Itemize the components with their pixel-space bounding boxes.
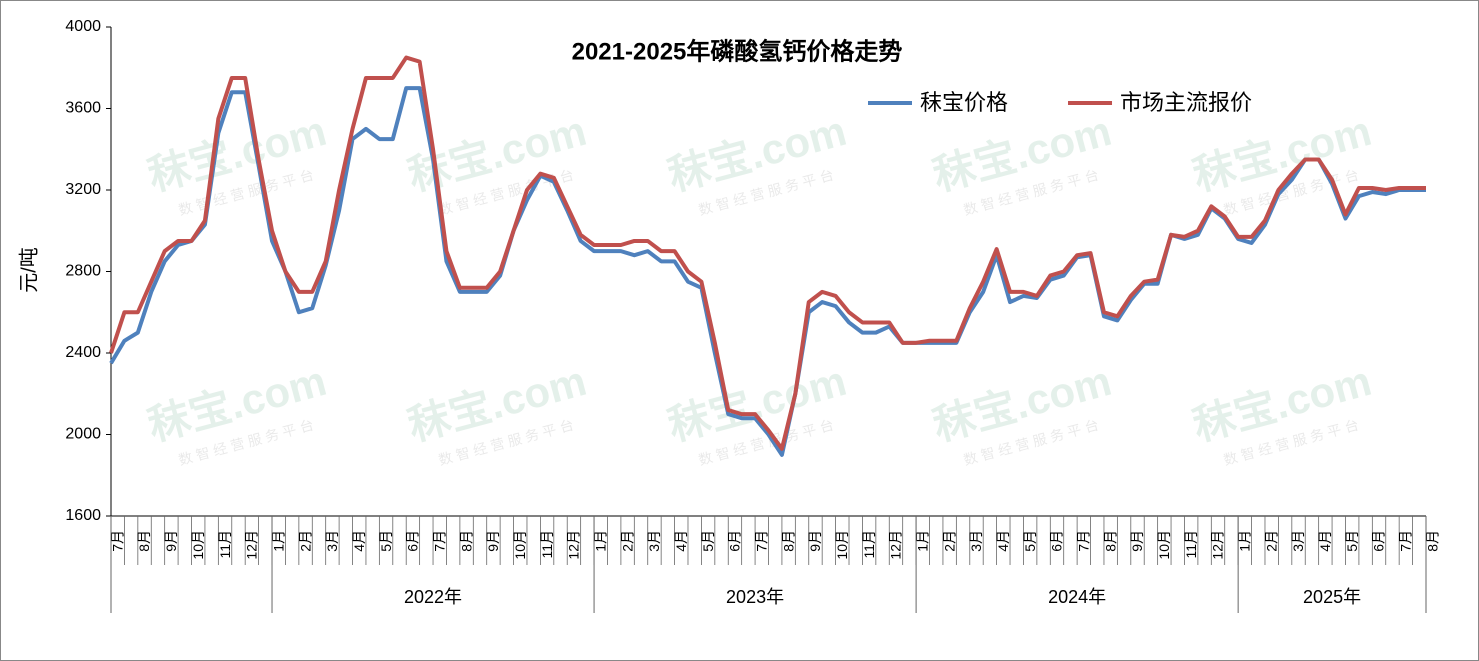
y-tick-label: 2400 <box>65 344 101 361</box>
x-tick-label: 3月 <box>646 530 662 552</box>
x-tick-label: 6月 <box>405 530 421 552</box>
x-tick-label: 2月 <box>619 530 635 552</box>
x-tick-label: 10月 <box>190 530 206 560</box>
x-tick-label: 8月 <box>1102 530 1118 552</box>
x-tick-label: 7月 <box>109 530 125 552</box>
x-tick-label: 2月 <box>941 530 957 552</box>
y-tick-label: 3200 <box>65 181 101 198</box>
year-label: 2024年 <box>1048 587 1106 607</box>
y-tick-label: 4000 <box>65 18 101 35</box>
x-tick-label: 1月 <box>270 530 286 552</box>
x-tick-label: 6月 <box>727 530 743 552</box>
y-tick-label: 2000 <box>65 426 101 443</box>
x-tick-label: 4月 <box>351 530 367 552</box>
x-tick-label: 5月 <box>378 530 394 552</box>
x-tick-label: 9月 <box>485 530 501 552</box>
x-tick-label: 11月 <box>539 530 555 559</box>
x-tick-label: 5月 <box>1022 530 1038 552</box>
x-tick-label: 12月 <box>1210 530 1226 560</box>
x-tick-label: 11月 <box>1183 530 1199 559</box>
x-tick-label: 12月 <box>888 530 904 560</box>
x-tick-label: 5月 <box>700 530 716 552</box>
x-tick-label: 8月 <box>136 530 152 552</box>
x-tick-label: 3月 <box>968 530 984 552</box>
x-tick-label: 10月 <box>834 530 850 560</box>
x-tick-label: 1月 <box>915 530 931 552</box>
x-tick-label: 1月 <box>592 530 608 552</box>
year-label: 2023年 <box>726 587 784 607</box>
x-tick-label: 3月 <box>324 530 340 552</box>
x-tick-label: 4月 <box>1317 530 1333 552</box>
x-tick-label: 8月 <box>458 530 474 552</box>
x-tick-label: 3月 <box>1290 530 1306 552</box>
x-tick-label: 8月 <box>1424 530 1440 552</box>
x-tick-label: 6月 <box>1049 530 1065 552</box>
chart-title: 2021-2025年磷酸氢钙价格走势 <box>572 37 903 65</box>
x-tick-label: 1月 <box>1237 530 1253 552</box>
x-tick-label: 9月 <box>807 530 823 552</box>
x-tick-label: 2月 <box>297 530 313 552</box>
x-tick-label: 7月 <box>1076 530 1092 552</box>
y-tick-label: 1600 <box>65 507 101 524</box>
x-tick-label: 11月 <box>217 530 233 559</box>
x-tick-label: 6月 <box>1371 530 1387 552</box>
x-tick-label: 8月 <box>780 530 796 552</box>
x-tick-label: 9月 <box>163 530 179 552</box>
x-tick-label: 7月 <box>753 530 769 552</box>
series-line <box>109 55 1426 451</box>
year-label: 2022年 <box>404 587 462 607</box>
x-tick-label: 2月 <box>1263 530 1279 552</box>
x-tick-label: 7月 <box>1398 530 1414 552</box>
x-tick-label: 11月 <box>861 530 877 559</box>
x-tick-label: 10月 <box>512 530 528 560</box>
x-tick-label: 10月 <box>1156 530 1172 560</box>
x-tick-label: 7月 <box>431 530 447 552</box>
legend-label: 市场主流报价 <box>1120 90 1252 115</box>
x-tick-label: 9月 <box>1129 530 1145 552</box>
y-tick-label: 2800 <box>65 263 101 280</box>
x-tick-label: 12月 <box>244 530 260 560</box>
y-tick-label: 3600 <box>65 100 101 117</box>
legend-label: 秣宝价格 <box>920 90 1008 115</box>
x-tick-label: 12月 <box>566 530 582 560</box>
year-label: 2025年 <box>1303 587 1361 607</box>
x-tick-label: 4月 <box>673 530 689 552</box>
x-tick-label: 4月 <box>995 530 1011 552</box>
y-axis-label: 元/吨 <box>17 247 40 293</box>
x-tick-label: 5月 <box>1344 530 1360 552</box>
